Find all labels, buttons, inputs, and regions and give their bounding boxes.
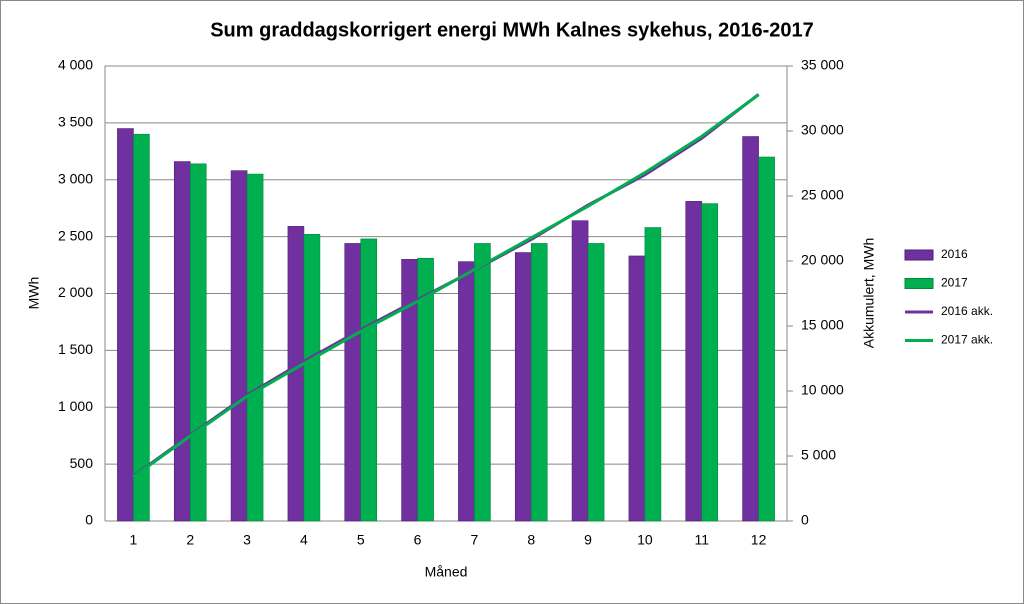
x-tick-label: 12	[751, 532, 767, 548]
x-tick-label: 1	[130, 532, 138, 548]
bar	[644, 227, 662, 522]
legend-swatch	[904, 249, 934, 261]
y2-axis-label: Akkumulert, MWh	[861, 238, 877, 348]
bar	[417, 257, 434, 522]
x-tick-label: 8	[527, 532, 535, 548]
y2-tick-label: 5 000	[801, 447, 836, 463]
y-tick-label: 4 000	[58, 57, 93, 73]
y2-tick-label: 25 000	[801, 187, 844, 203]
bar	[587, 243, 605, 522]
y-tick-label: 3 000	[58, 170, 93, 186]
bar	[530, 243, 548, 522]
bar	[246, 173, 264, 522]
y-axis-label: MWh	[26, 277, 42, 310]
y-tick-label: 2 000	[58, 284, 93, 300]
y2-tick-label: 10 000	[801, 382, 844, 398]
bar	[303, 234, 321, 522]
x-tick-label: 6	[414, 532, 422, 548]
bar	[474, 243, 491, 522]
legend-label: 2016 akk.	[941, 304, 993, 318]
bar	[514, 252, 532, 522]
x-tick-label: 2	[186, 532, 194, 548]
bar	[133, 133, 150, 522]
bar	[117, 128, 134, 522]
bar	[287, 226, 305, 522]
y-tick-label: 500	[70, 455, 94, 471]
line	[132, 93, 760, 479]
x-tick-label: 3	[243, 532, 251, 548]
legend-label: 2017	[941, 276, 968, 290]
chart-title: Sum graddagskorrigert energi MWh Kalnes …	[210, 19, 814, 41]
x-tick-label: 7	[471, 532, 479, 548]
y2-tick-label: 15 000	[801, 317, 844, 333]
x-tick-label: 5	[357, 532, 365, 548]
y-tick-label: 1 500	[58, 341, 93, 357]
bar	[701, 203, 719, 522]
bar	[685, 201, 703, 522]
y-tick-label: 0	[85, 512, 93, 528]
y2-tick-label: 20 000	[801, 252, 844, 268]
x-tick-label: 10	[637, 532, 653, 548]
x-tick-label: 11	[694, 532, 709, 548]
bar	[758, 156, 775, 522]
bar	[173, 161, 191, 522]
bar	[401, 259, 418, 522]
y2-tick-label: 30 000	[801, 122, 844, 138]
y-tick-label: 3 500	[58, 114, 93, 130]
bar	[458, 261, 475, 522]
y-tick-label: 1 000	[58, 398, 93, 414]
bar	[344, 243, 362, 522]
y2-tick-label: 35 000	[801, 57, 844, 73]
y-tick-label: 2 500	[58, 227, 93, 243]
bar	[189, 163, 207, 522]
bar	[230, 170, 248, 522]
bar	[360, 238, 378, 522]
bar	[571, 220, 589, 522]
legend-label: 2017 akk.	[941, 333, 993, 347]
legend-label: 2016	[941, 247, 968, 261]
x-axis-label: Måned	[425, 564, 468, 580]
bar	[742, 136, 759, 522]
legend-swatch	[904, 278, 934, 289]
x-tick-label: 9	[584, 532, 592, 548]
bar	[628, 255, 646, 522]
y2-tick-label: 0	[801, 512, 809, 528]
x-tick-label: 4	[300, 532, 308, 548]
